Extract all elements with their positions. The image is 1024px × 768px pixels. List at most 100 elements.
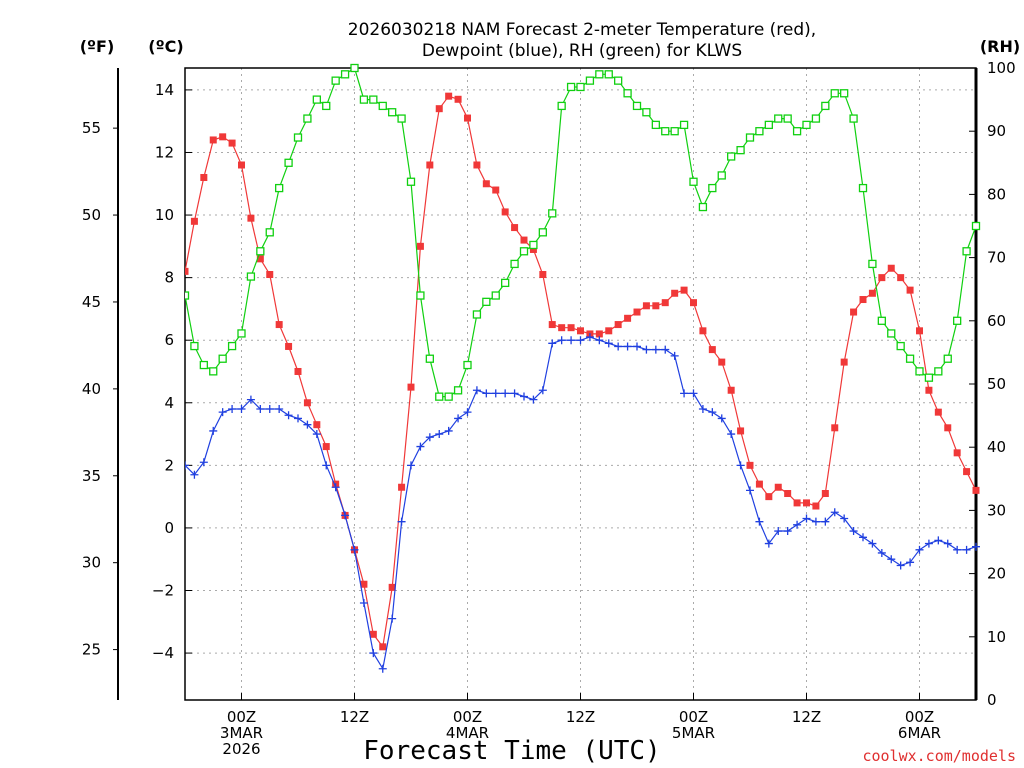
rh-point [275,183,284,193]
dewpoint-point [265,405,274,414]
rh-point [755,127,764,136]
rh-point [783,114,792,123]
dewpoint-point [868,539,877,548]
dewpoint-point [576,336,585,345]
rh-point [519,247,529,256]
temperature-point [416,242,424,250]
temperature-point [972,486,980,494]
dewpoint-point [670,351,679,360]
rh-point [293,133,303,142]
rh-point [623,89,632,98]
temperature-point [492,186,500,194]
temperature-point [840,358,848,366]
dewpoint-point [284,411,293,420]
rh-tick-label: 10 [987,628,1006,646]
temperature-point [247,214,255,222]
temperature-point [529,245,537,253]
rh-point [774,114,783,123]
fahrenheit-tick-label: 40 [82,380,101,398]
dewpoint-point [585,333,594,342]
dewpoint-point [896,561,905,570]
dewpoint-point [614,342,623,351]
series-dewpoint [185,333,980,673]
rh-tick-label: 100 [987,59,1016,77]
rh-point [378,101,387,111]
temperature-point [379,643,387,651]
rh-tick-label: 70 [987,249,1006,267]
dewpoint-point [482,389,491,398]
temperature-point [831,424,839,432]
temperature-point [850,308,858,316]
dewpoint-point [943,539,952,548]
temperature-point [812,502,820,510]
rh-point [661,127,670,136]
temperature-point [185,267,189,275]
rh-point [585,76,595,85]
temperature-point [369,630,377,638]
dewpoint-point [218,408,227,417]
dewpoint-point [595,336,604,345]
celsius-tick-label: 14 [155,81,174,99]
temperature-point [473,161,481,169]
dewpoint-point [228,405,237,414]
fahrenheit-unit-label: (ºF) [80,37,115,56]
dewpoint-point [388,614,397,623]
rh-point [727,152,736,161]
celsius-tick-label: −2 [152,581,174,599]
dewpoint-point [454,414,463,423]
x-tick-label: 00Z [227,708,256,726]
rh-point [604,70,613,79]
rh-point [595,70,604,79]
rh-point [821,101,830,111]
dewpoint-point [246,395,255,404]
dewpoint-point [746,486,754,495]
celsius-tick-label: 2 [164,456,174,474]
dewpoint-point [698,405,707,414]
rh-point [642,108,651,117]
rh-tick-label: 50 [987,375,1006,393]
dewpoint-point [199,458,208,467]
rh-point [802,120,811,130]
dewpoint-point [557,336,566,345]
rh-point [406,177,416,186]
axes [113,67,978,701]
temperature-point [435,105,443,113]
temperature-point [407,383,415,391]
temperature-point [209,136,217,144]
dewpoint-point [877,548,886,557]
temperature-point [454,95,462,103]
temperature-point [520,236,528,244]
temperature-point [360,580,368,588]
dewpoint-point [567,336,576,345]
dewpoint-point [680,389,689,398]
rh-point [237,329,246,338]
rh-point [190,341,199,351]
rh-tick-label: 20 [987,565,1006,583]
rh-point [792,127,802,136]
rh-unit-label: (RH) [980,37,1020,56]
fahrenheit-tick-label: 55 [82,119,101,137]
rh-point [472,310,482,319]
temperature-point [398,483,406,491]
dewpoint-point [359,599,368,608]
rh-point [397,114,406,123]
rh-point [416,291,425,300]
rh-point [312,95,321,104]
dewpoint-point [887,555,896,564]
x-tick-label: 12Z [340,708,369,726]
dewpoint-point [435,430,444,439]
rh-point [185,291,190,300]
temperature-point [737,427,745,435]
rh-point [679,120,689,130]
temperature-point [624,314,632,322]
temperature-point [558,324,566,332]
dewpoint-point [755,517,764,526]
dewpoint-point [915,545,924,554]
temperature-point [878,274,886,282]
temperature-point [303,399,311,407]
celsius-tick-label: 12 [155,143,174,161]
rh-point [209,367,218,376]
dewpoint-point [764,539,773,548]
dewpoint-point [312,430,321,439]
